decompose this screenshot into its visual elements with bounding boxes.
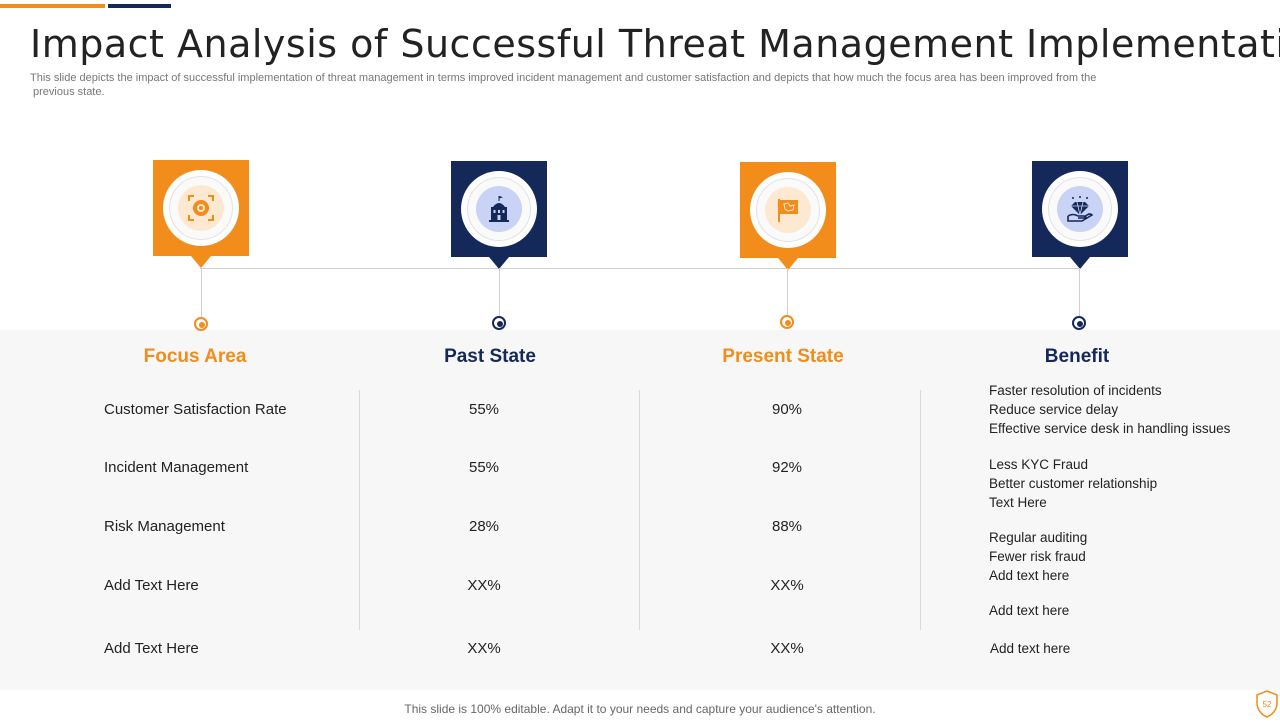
accent-bar-navy [108,4,171,8]
table-panel [0,330,1280,690]
timeline-dot [194,317,208,331]
subtitle-line-1: This slide depicts the impact of success… [30,72,1097,84]
present-state-cell: 92% [771,459,803,476]
focus-area-cell: Risk Management [104,518,225,535]
past-state-cell: XX% [467,640,501,657]
focus-area-cell: Customer Satisfaction Rate [104,401,287,418]
present-state-cell: 88% [771,518,803,535]
focus-area-cell: Incident Management [104,459,249,476]
benefit-text: Fewer risk fraud [989,549,1086,564]
past-state-cell: XX% [467,577,501,594]
flag-icon [778,199,798,222]
benefit-node [1032,161,1128,269]
benefit-text: Text Here [989,495,1047,510]
footer-note: This slide is 100% editable. Adapt it to… [404,702,876,716]
benefit-text: Regular auditing [989,530,1088,545]
benefit-text: Better customer relationship [989,476,1158,491]
benefit-text: Effective service desk in handling issue… [989,421,1231,436]
column-divider [359,390,360,630]
column-header-benefit: Benefit [1044,346,1110,367]
column-divider [639,390,640,630]
timeline-connector [200,268,1080,269]
past-state-cell: 28% [468,518,500,535]
focus-area-node [153,160,249,268]
page-number-badge: 52 [1255,690,1279,718]
timeline-dot [492,316,506,330]
benefit-text: Add text here [990,641,1071,656]
benefit-text: Add text here [989,603,1070,618]
building-icon [489,196,509,222]
column-header-past-state: Past State [444,346,536,367]
focus-area-cell: Add Text Here [104,640,199,657]
timeline-stem [201,268,202,317]
page-title: Impact Analysis of Successful Threat Man… [30,22,1280,66]
benefit-text: Add text here [989,568,1070,583]
benefit-text: Reduce service delay [989,402,1119,417]
timeline-dot [1072,316,1086,330]
past-state-node [451,161,547,269]
diamond-hand-icon [1067,196,1094,222]
column-header-present-state: Present State [722,346,844,367]
present-state-cell: XX% [770,577,804,594]
target-icon [188,195,214,221]
past-state-cell: 55% [468,401,500,418]
timeline-stem [499,268,500,316]
column-header-focus-area: Focus Area [143,346,247,367]
present-state-cell: 90% [771,401,803,418]
past-state-cell: 55% [468,459,500,476]
benefit-text: Faster resolution of incidents [989,383,1162,398]
shield-icon: 52 [1256,690,1278,718]
timeline-dot [780,315,794,329]
benefit-text: Less KYC Fraud [989,457,1089,472]
timeline-stem [787,268,788,315]
accent-bar-orange [0,4,105,8]
focus-area-cell: Add Text Here [104,577,199,594]
present-state-node [740,162,836,270]
subtitle-line-2: previous state. [33,86,105,98]
column-divider [920,390,921,630]
timeline-stem [1079,268,1080,316]
page-subtitle: This slide depicts the impact of success… [30,71,1210,99]
page-number: 52 [1263,700,1272,709]
present-state-cell: XX% [770,640,804,657]
